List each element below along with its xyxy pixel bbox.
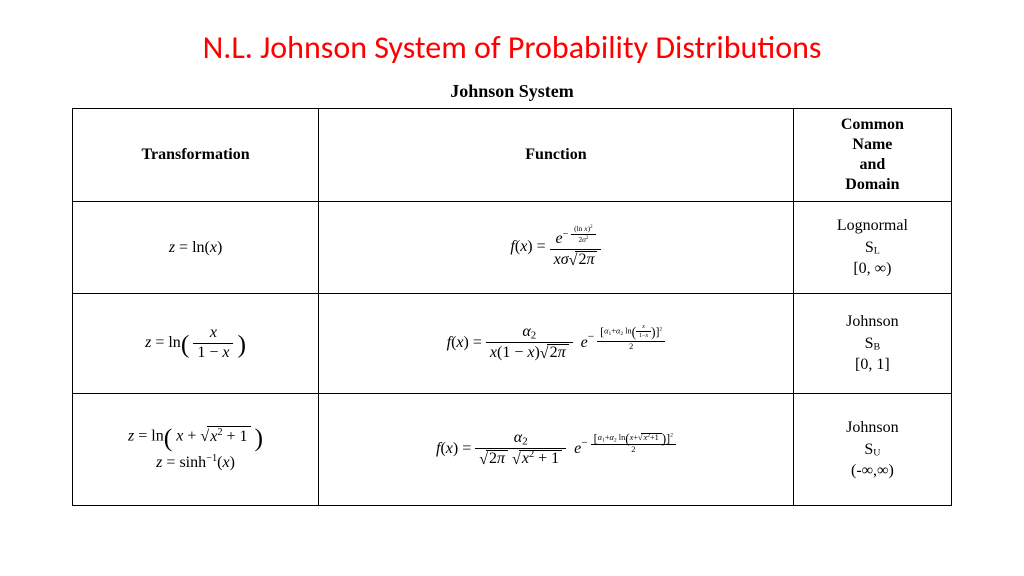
- cell-transformation: z = ln( x 1 − x ): [73, 294, 319, 394]
- formula-f-su: f(x) = α2 √2π √x2 + 1 e− [α1+α2 ln(x+√x2…: [436, 440, 676, 457]
- johnson-table: Transformation Function CommonNameandDom…: [72, 108, 952, 506]
- formula-z-sb: z = ln( x 1 − x ): [145, 334, 246, 351]
- header-transformation: Transformation: [73, 109, 319, 202]
- formula-f-lognormal: f(x) = e− (ln x)2 2σ2: [510, 238, 601, 255]
- table-row: z = ln(x) f(x) = e− (ln x)2 2σ2: [73, 202, 952, 294]
- table-header-row: Transformation Function CommonNameandDom…: [73, 109, 952, 202]
- domain: (-∞,∞): [851, 462, 894, 479]
- domain: [0, 1]: [855, 356, 890, 373]
- table-row: z = ln( x + √x2 + 1 ) z = sinh−1(x) f(x)…: [73, 394, 952, 506]
- cell-transformation: z = ln( x + √x2 + 1 ) z = sinh−1(x): [73, 394, 319, 506]
- formula-z-su-2: z = sinh−1(x): [156, 453, 235, 473]
- formula-f-sb: f(x) = α2 x(1 − x)√2π e− [α1+α2 ln(x1−x)…: [447, 334, 666, 351]
- name-line1: Johnson: [846, 419, 898, 436]
- cell-name: Johnson SB [0, 1]: [793, 294, 951, 394]
- cell-name: Lognormal SL [0, ∞): [793, 202, 951, 294]
- name-line1: Lognormal: [837, 217, 908, 234]
- header-name-text: CommonNameandDomain: [841, 116, 904, 193]
- cell-function: f(x) = α2 x(1 − x)√2π e− [α1+α2 ln(x1−x)…: [319, 294, 794, 394]
- domain: [0, ∞): [853, 260, 891, 277]
- name-line1: Johnson: [846, 313, 898, 330]
- formula-z-lognormal: z = ln(x): [169, 239, 222, 256]
- header-function: Function: [319, 109, 794, 202]
- cell-name: Johnson SU (-∞,∞): [793, 394, 951, 506]
- cell-function: f(x) = α2 √2π √x2 + 1 e− [α1+α2 ln(x+√x2…: [319, 394, 794, 506]
- slide: N.L. Johnson System of Probability Distr…: [0, 0, 1024, 576]
- page-title: N.L. Johnson System of Probability Distr…: [40, 28, 984, 67]
- formula-z-su-1: z = ln( x + √x2 + 1 ): [128, 426, 263, 448]
- name-symbol: SU: [864, 441, 880, 458]
- name-symbol: SL: [865, 239, 880, 256]
- name-symbol: SB: [865, 335, 881, 352]
- cell-function: f(x) = e− (ln x)2 2σ2: [319, 202, 794, 294]
- table-row: z = ln( x 1 − x ) f(x) = α2 x(1 − x)√2π: [73, 294, 952, 394]
- cell-transformation: z = ln(x): [73, 202, 319, 294]
- table-title: Johnson System: [40, 81, 984, 102]
- header-name: CommonNameandDomain: [793, 109, 951, 202]
